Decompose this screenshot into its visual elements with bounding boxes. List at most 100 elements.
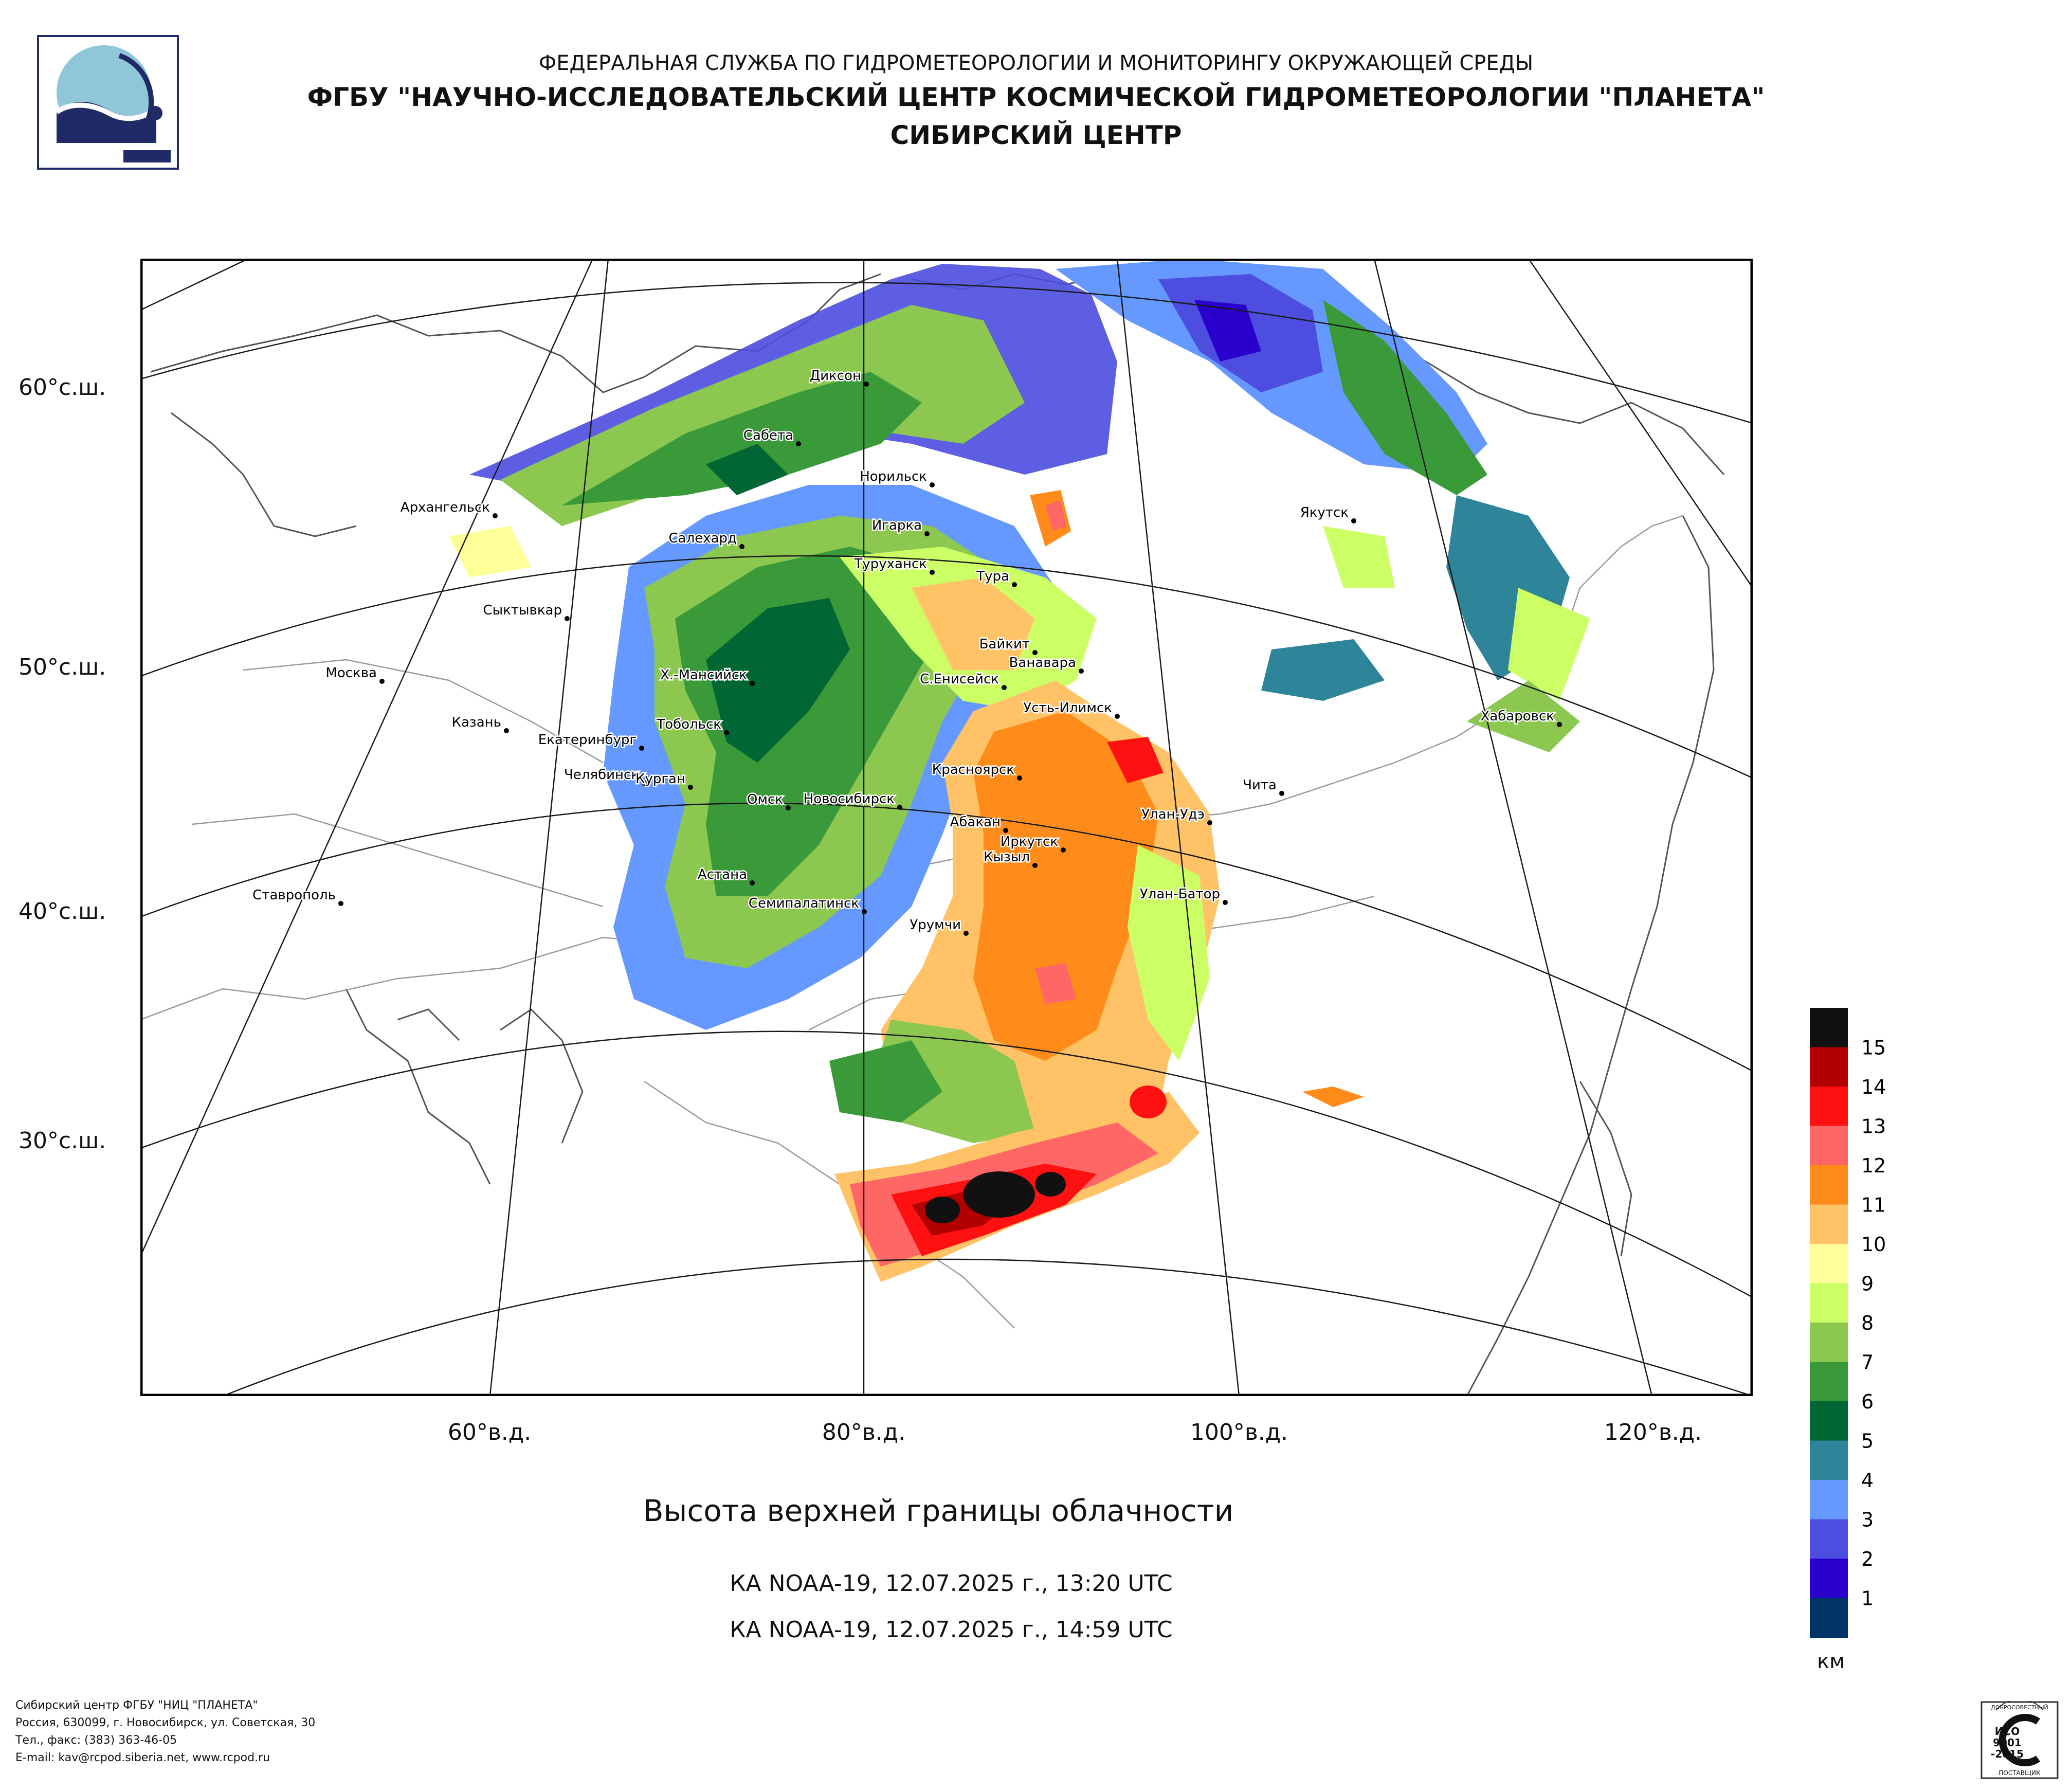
cert-line-3: -2015	[1991, 1748, 2024, 1760]
city-label: Байкит	[979, 637, 1030, 652]
legend-labels: 15 14 13 12 11 10 9 8 7 6 5 4 3 2 1	[1861, 1037, 1886, 1610]
cert-line-1: ИСО	[1995, 1725, 2020, 1738]
city-marker	[796, 441, 801, 446]
legend-swatch	[1810, 1008, 1848, 1048]
color-legend: 15 14 13 12 11 10 9 8 7 6 5 4 3 2 1	[1810, 1008, 1886, 1638]
map-frame	[140, 259, 1753, 1396]
city-marker	[1351, 518, 1356, 523]
city-label: Курган	[635, 771, 685, 787]
legend-swatch	[1810, 1401, 1848, 1441]
city-label: С.Енисейск	[920, 672, 999, 687]
city-marker	[1207, 820, 1212, 825]
legend-label: 12	[1861, 1154, 1886, 1177]
city-marker	[1115, 714, 1120, 719]
city-label: Игарка	[872, 518, 922, 533]
footer-phone: Тел., факс: (383) 363-46-05	[15, 1734, 177, 1747]
cert-bottom-text: ПОСТАВЩИК	[1998, 1769, 2041, 1777]
legend-label: 5	[1861, 1430, 1874, 1453]
lon-label-60: 60°в.д.	[447, 1419, 532, 1445]
city-marker	[1003, 828, 1008, 833]
legend-swatch	[1810, 1440, 1848, 1480]
city-label: Омск	[747, 792, 783, 807]
city-label: Красноярск	[932, 762, 1014, 777]
city-label: Норильск	[860, 469, 927, 484]
legend-bars	[1810, 1008, 1848, 1638]
city-label: Сабета	[743, 428, 793, 443]
city-marker	[1061, 847, 1066, 853]
city-marker	[1012, 582, 1017, 587]
city-marker	[786, 805, 791, 810]
graticule	[140, 259, 1753, 1396]
city-marker	[1032, 650, 1038, 655]
legend-swatch	[1810, 1598, 1848, 1638]
city-marker	[864, 382, 869, 387]
legend-swatch	[1810, 1559, 1848, 1599]
city-marker	[862, 909, 867, 914]
footer-org: Сибирский центр ФГБУ "НИЦ "ПЛАНЕТА"	[15, 1699, 258, 1712]
city-label: Семипалатинск	[749, 896, 859, 911]
city-marker	[750, 681, 755, 686]
city-label: Якутск	[1300, 505, 1349, 520]
city-label: Х.-Мансийск	[660, 667, 747, 683]
map-caption: Высота верхней границы облачности	[643, 1493, 1234, 1528]
city-labels: Диксон Сабета Норильск Архангельск Якутск Сал…	[251, 367, 1556, 934]
lat-label-60: 60°с.ш.	[19, 374, 106, 401]
city-label: Астана	[698, 867, 747, 882]
legend-label: 8	[1861, 1312, 1874, 1334]
city-marker	[930, 482, 935, 487]
satellite-pass-1: КА NOAA-19, 12.07.2025 г., 13:20 UTC	[730, 1570, 1173, 1597]
city-marker	[338, 901, 343, 906]
city-marker	[1002, 685, 1007, 690]
city-label: Урумчи	[910, 917, 961, 933]
header-institute-line: ФГБУ "НАУЧНО-ИССЛЕДОВАТЕЛЬСКИЙ ЦЕНТР КОС…	[307, 82, 1765, 112]
city-label: Тобольск	[656, 717, 721, 732]
city-marker	[897, 805, 902, 810]
city-label: Казань	[452, 715, 501, 730]
legend-label: 11	[1861, 1194, 1886, 1217]
city-label: Хабаровск	[1481, 709, 1554, 724]
cloud-top-map: Диксон Сабета Норильск Архангельск Якутск Сал…	[140, 259, 1753, 1396]
city-label: Улан-Удэ	[1141, 807, 1205, 822]
city-marker	[1032, 863, 1038, 868]
city-label: Абакан	[950, 815, 1001, 830]
legend-swatch	[1810, 1480, 1848, 1520]
legend-swatch	[1810, 1126, 1848, 1166]
legend-label: 9	[1861, 1273, 1874, 1295]
city-marker	[688, 785, 693, 790]
footer-email: E-mail: kav@rcpod.siberia.net, www.rcpod…	[15, 1751, 270, 1764]
legend-label: 1	[1861, 1587, 1874, 1610]
city-marker	[1079, 668, 1084, 674]
footer-address: Россия, 630099, г. Новосибирск, ул. Сове…	[15, 1716, 316, 1729]
header-agency-line: ФЕДЕРАЛЬНАЯ СЛУЖБА ПО ГИДРОМЕТЕОРОЛОГИИ …	[538, 51, 1534, 75]
city-marker	[924, 531, 930, 536]
city-marker	[739, 544, 744, 549]
legend-label: 14	[1861, 1076, 1886, 1098]
legend-label: 13	[1861, 1115, 1886, 1138]
iso-certificate-icon: ДОБРОСОВЕСТНЫЙ ИСО 9001 -2015 ПОСТАВЩИК	[1980, 1701, 2059, 1779]
legend-swatch	[1810, 1087, 1848, 1127]
legend-swatch	[1810, 1283, 1848, 1323]
planeta-logo-icon	[37, 35, 179, 170]
lat-label-40: 40°с.ш.	[19, 898, 106, 925]
city-label: Чита	[1243, 777, 1277, 793]
legend-label: 6	[1861, 1390, 1874, 1413]
city-marker	[724, 730, 729, 735]
city-label: Сыктывкар	[483, 603, 562, 618]
lon-label-80: 80°в.д.	[822, 1419, 906, 1445]
city-label: Усть-Илимск	[1023, 700, 1112, 716]
legend-swatch	[1810, 1519, 1848, 1559]
city-marker	[964, 931, 969, 936]
city-marker	[1223, 900, 1228, 905]
cert-line-2: 9001	[1993, 1736, 2022, 1749]
legend-label: 15	[1861, 1037, 1886, 1059]
cert-top-text: ДОБРОСОВЕСТНЫЙ	[1991, 1704, 2048, 1711]
legend-label: 4	[1861, 1469, 1874, 1492]
legend-label: 2	[1861, 1548, 1874, 1570]
city-label: Ставрополь	[252, 888, 336, 903]
city-markers	[338, 382, 1562, 936]
lat-label-50: 50°с.ш.	[19, 654, 106, 680]
header-center-line: СИБИРСКИЙ ЦЕНТР	[890, 120, 1182, 150]
city-marker	[750, 880, 755, 885]
city-label: Москва	[325, 665, 377, 681]
city-label: Туруханск	[854, 556, 927, 572]
